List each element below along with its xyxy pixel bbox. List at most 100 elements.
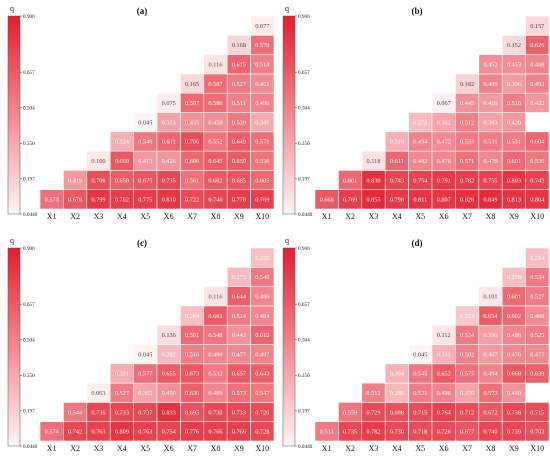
x-tick-label: X7	[187, 444, 197, 453]
cell-value-label: 0.442	[232, 332, 246, 339]
colorbar-tick-label: 0.197	[23, 409, 35, 415]
cell-value-label: 0.516	[185, 351, 199, 358]
x-tick-label: X9	[234, 212, 244, 221]
x-tick-label: X8	[486, 212, 496, 221]
colorbar-tick-label: 0.197	[23, 177, 35, 183]
cell-value-label: 0.223	[460, 313, 474, 320]
x-tick-label: X6	[164, 212, 174, 221]
cell-value-label: 0.685	[232, 177, 246, 184]
cell-value-label: 0.722	[185, 197, 199, 204]
panel-label: (a)	[137, 6, 148, 16]
cell-value-label: 0.498	[437, 390, 451, 397]
colorbar-tick-label: 0.504	[23, 106, 35, 112]
colorbar-tick-label: 0.0440	[23, 444, 38, 450]
x-tick-label: X9	[234, 444, 244, 453]
heatmap-svg-0: q 0.900 0.657 0.504 0.350 0.197 0.0440 (a) 0.573…	[7, 4, 275, 221]
cell-value-label: 0.527	[115, 390, 129, 397]
cell-value-label: 0.799	[91, 197, 105, 204]
cell-value-label: 0.782	[366, 429, 380, 436]
cell-value-label: 0.755	[483, 177, 497, 184]
cell-value-label: 0.763	[91, 429, 105, 436]
panel-b: q 0.900 0.657 0.504 0.350 0.197 0.0440 (b) 0.668…	[275, 0, 550, 232]
cell-value-label: 0.657	[232, 371, 246, 378]
cell-value-label: 0.420	[507, 119, 521, 126]
cell-value-label: 0.536	[530, 158, 544, 165]
x-tick-label: X3	[94, 212, 104, 221]
cell-value-label: 0.828	[460, 197, 474, 204]
colorbar-title: q	[285, 4, 289, 13]
cell-value-label: 0.735	[162, 177, 176, 184]
cell-value-label: 0.730	[390, 429, 404, 436]
cell-value-label: 0.450	[162, 390, 176, 397]
cell-value-label: 0.733	[232, 409, 246, 416]
x-tick-label: X2	[70, 444, 80, 453]
cell-value-label: 0.580	[208, 100, 222, 107]
cell-value-label: 0.341	[255, 119, 269, 126]
cell-value-label: 0.804	[530, 197, 545, 204]
cell-value-label: 0.165	[185, 81, 199, 88]
cell-value-label: 0.285	[390, 390, 404, 397]
cell-value-label: 0.728	[255, 429, 269, 436]
cell-value-label: 0.604	[530, 139, 545, 146]
cell-value-label: 0.482	[413, 158, 427, 165]
cell-value-label: 0.527	[232, 81, 246, 88]
cell-value-label: 0.769	[255, 197, 269, 204]
cell-value-label: 0.606	[185, 158, 199, 165]
cell-value-label: 0.661	[208, 313, 222, 320]
heatmap-cell	[250, 247, 275, 268]
panel-a: q 0.900 0.657 0.504 0.350 0.197 0.0440 (a) 0.573…	[0, 0, 275, 232]
cell-value-label: 0.742	[68, 429, 82, 436]
x-tick-label: X4	[117, 212, 127, 221]
cell-value-label: 0.739	[507, 429, 521, 436]
cell-value-label: 0.182	[460, 81, 474, 88]
x-tick-label: X4	[392, 212, 402, 221]
colorbar-tick-label: 0.657	[298, 302, 310, 308]
cell-value-label: 0.645	[208, 158, 222, 165]
cell-value-label: 0.488	[530, 61, 544, 68]
cell-value-label: 0.830	[366, 177, 380, 184]
cell-value-label: 0.512	[460, 119, 474, 126]
x-tick-label: X6	[439, 444, 449, 453]
x-tick-label: X7	[187, 212, 197, 221]
cell-value-label: 0.730	[208, 409, 222, 416]
colorbar-title: q	[10, 4, 14, 13]
cell-value-label: 0.636	[185, 390, 199, 397]
panel-c: q 0.900 0.657 0.504 0.350 0.197 0.0440 (c) 0.574…	[0, 232, 275, 464]
colorbar	[7, 247, 21, 447]
cell-value-label: 0.738	[507, 409, 521, 416]
colorbar-tick-label: 0.900	[23, 246, 35, 252]
cell-value-label: 0.534	[530, 274, 545, 281]
cell-value-label: 0.324	[115, 139, 130, 146]
cell-value-label: 0.754	[162, 429, 177, 436]
x-tick-label: X8	[211, 444, 221, 453]
cell-value-label: 0.413	[138, 158, 152, 165]
cell-value-label: 0.514	[255, 61, 270, 68]
cell-value-label: 0.769	[343, 197, 357, 204]
cell-value-label: 0.255	[255, 255, 269, 262]
cell-value-label: 0.611	[162, 139, 176, 146]
cell-value-label: 0.639	[530, 371, 544, 378]
cell-value-label: 0.578	[255, 42, 269, 49]
cell-value-label: 0.484	[255, 313, 270, 320]
cell-value-label: 0.766	[208, 429, 222, 436]
cell-value-label: 0.754	[413, 177, 428, 184]
cell-value-label: 0.573	[232, 390, 246, 397]
cell-value-label: 0.373	[162, 119, 176, 126]
heatmap-cell	[525, 402, 550, 422]
colorbar-tick-label: 0.350	[23, 373, 35, 379]
cell-value-label: 0.511	[232, 100, 246, 107]
cell-value-label: 0.458	[208, 119, 222, 126]
cell-value-label: 0.304	[390, 371, 405, 378]
cell-value-label: 0.708	[91, 177, 105, 184]
cell-value-label: 0.677	[460, 429, 474, 436]
cell-value-label: 0.601	[507, 158, 521, 165]
cell-value-label: 0.264	[530, 255, 545, 262]
cell-value-label: 0.419	[68, 177, 82, 184]
cell-value-label: 0.477	[232, 351, 246, 358]
cell-value-label: 0.067	[437, 100, 451, 107]
panel-d: q 0.900 0.657 0.504 0.350 0.197 0.0440 (d) 0.531…	[275, 232, 550, 464]
x-tick-label: X5	[415, 444, 425, 453]
cell-value-label: 0.516	[507, 100, 521, 107]
x-tick-label: X3	[369, 212, 379, 221]
cell-value-label: 0.486	[507, 332, 521, 339]
